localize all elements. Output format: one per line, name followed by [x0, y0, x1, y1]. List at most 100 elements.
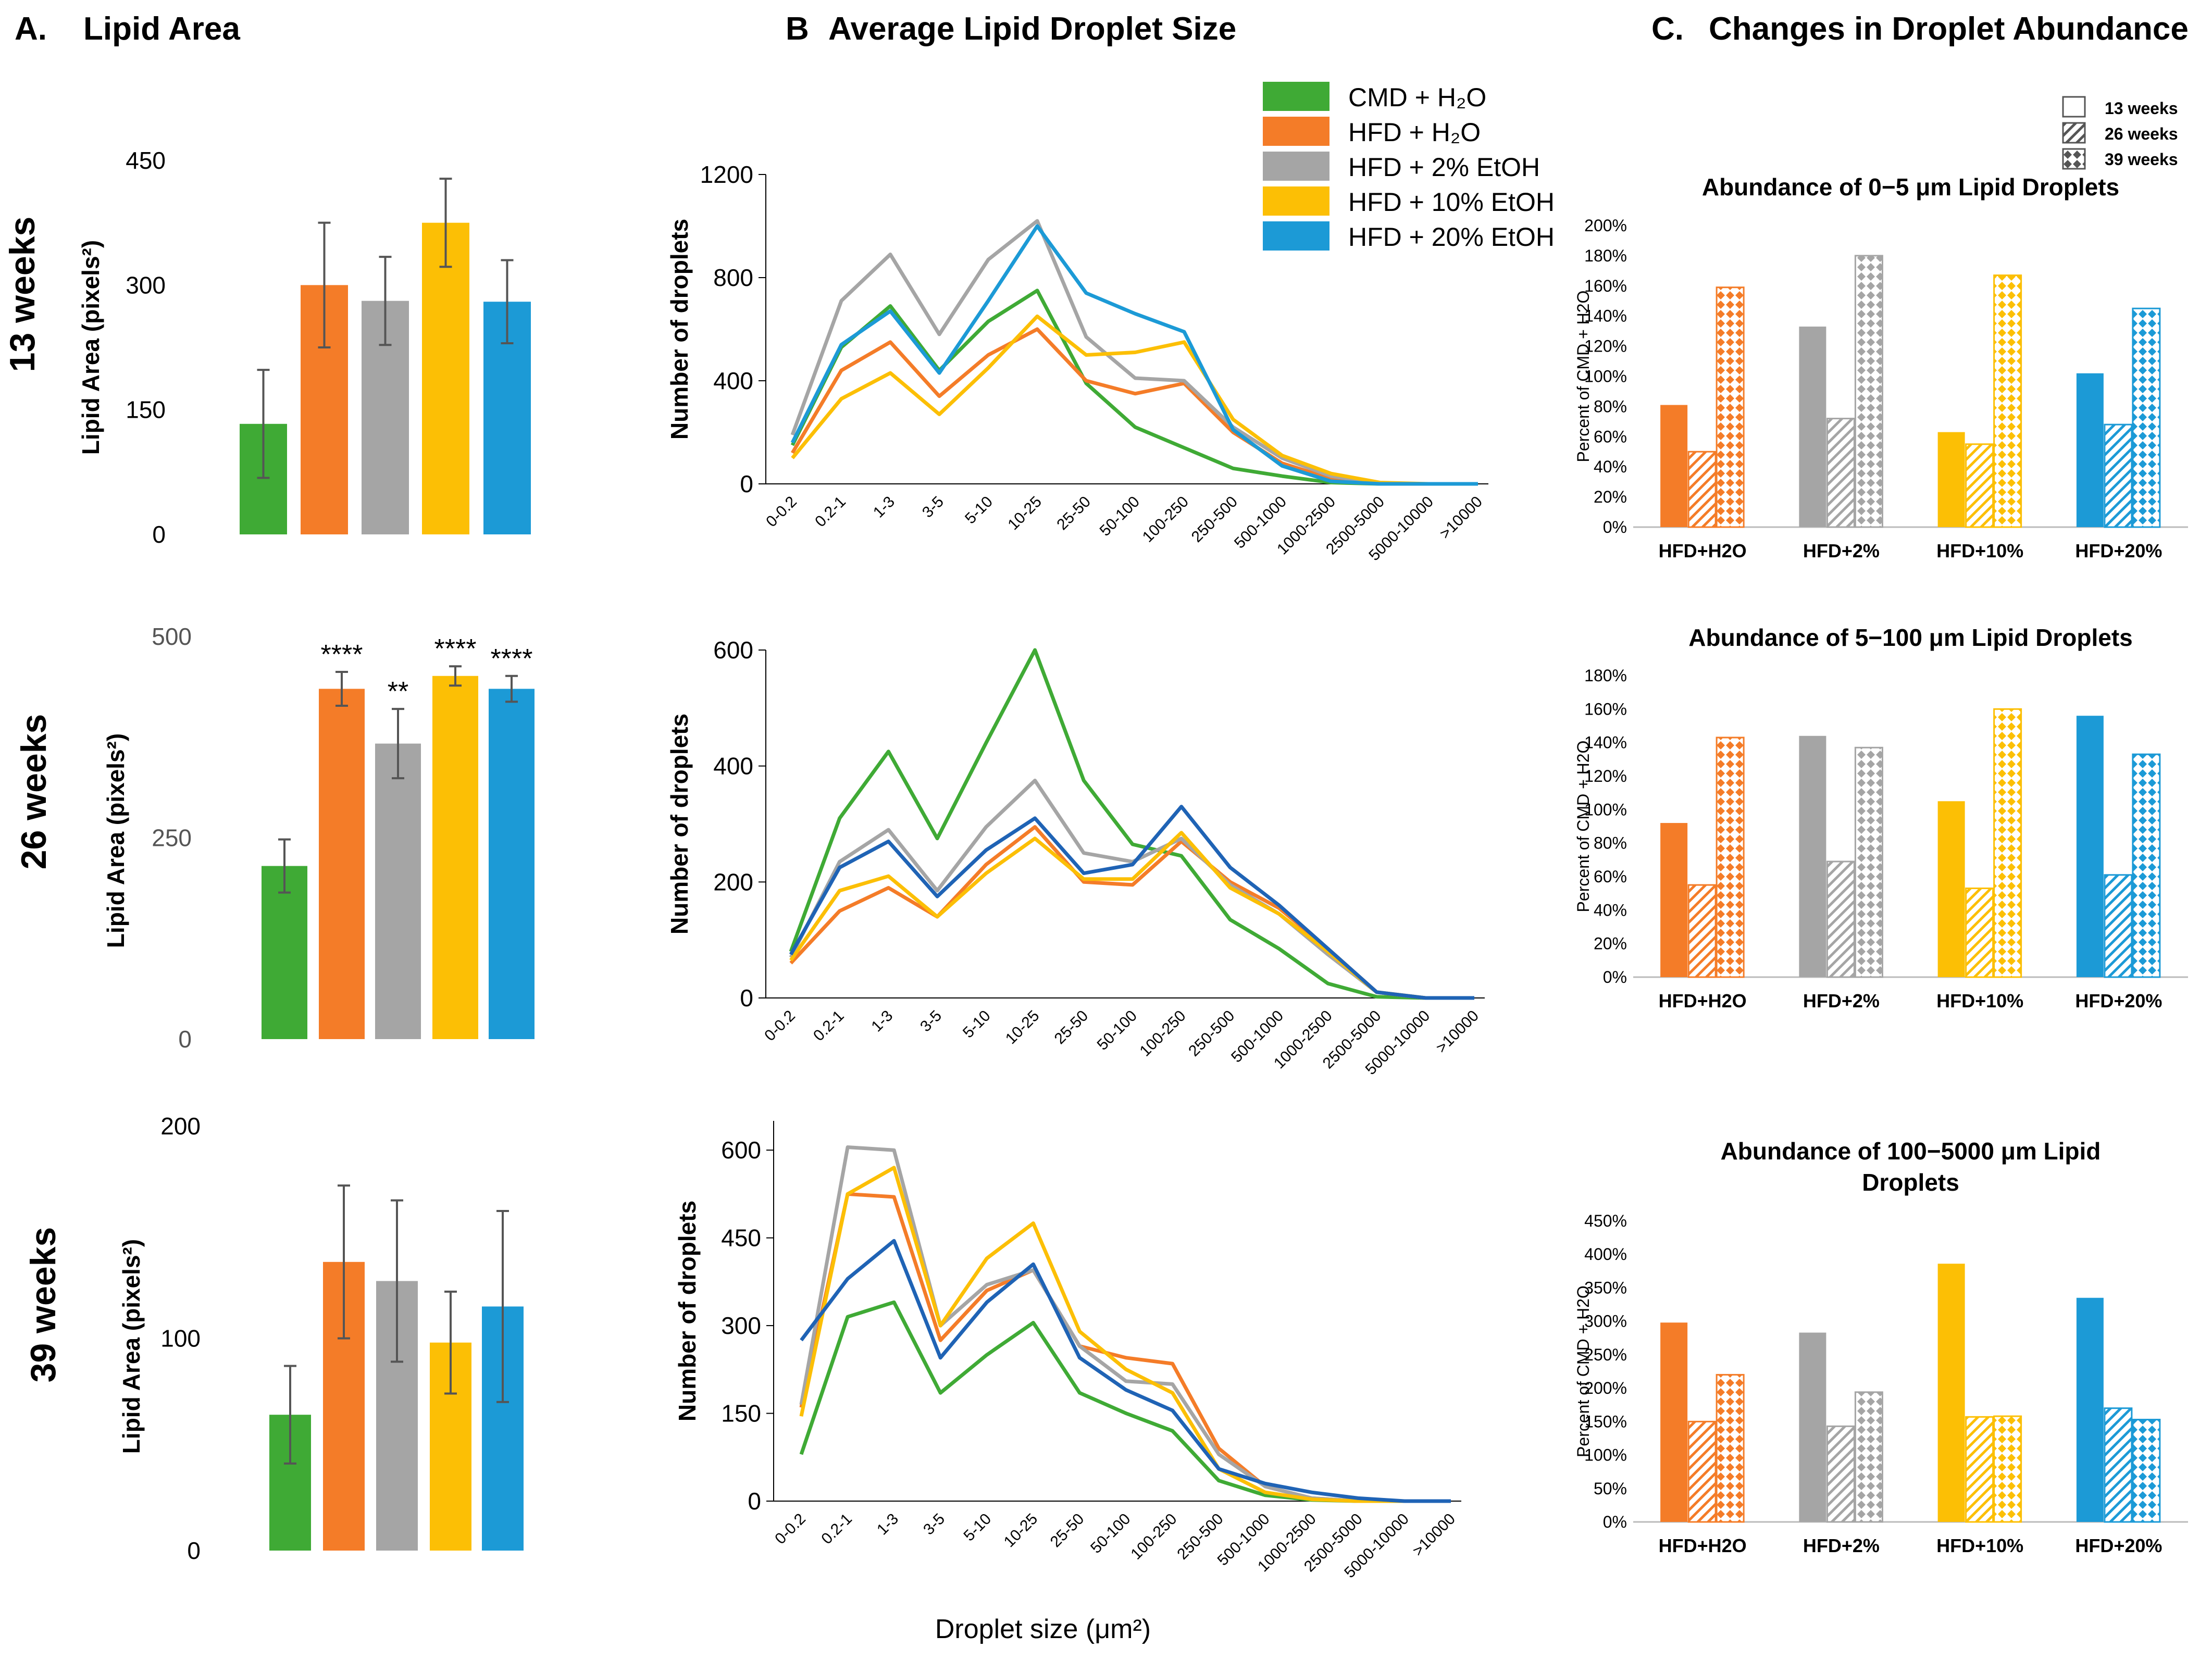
y-tick-label: 0%: [1603, 968, 1627, 986]
pattern-label-13-weeks: 13 weeks: [2105, 99, 2178, 118]
chart-title: Abundance of 0−5 μm Lipid Droplets: [1702, 173, 2119, 201]
y-tick-label: 600: [713, 636, 753, 664]
pattern-label-39-weeks: 39 weeks: [2105, 150, 2178, 169]
series-line-cmd-h2o: [799, 1300, 1451, 1503]
y-tick-label: 200: [713, 868, 753, 895]
bar-hfd-h2o-13-weeks: [1660, 823, 1688, 977]
y-tick-label: 50%: [1594, 1479, 1627, 1498]
x-tick-label: 100-250: [1136, 1007, 1189, 1060]
y-tick-label: 60%: [1594, 867, 1627, 886]
x-tick-label: 0-0.2: [761, 1007, 799, 1045]
y-tick-label: 600: [721, 1137, 761, 1164]
bar-hfd-20-etoh: [489, 689, 535, 1039]
y-tick-label: 60%: [1594, 427, 1627, 446]
x-tick-label: 1-3: [868, 1007, 896, 1035]
legend-label-etoh20: HFD + 20% EtOH: [1348, 222, 1555, 252]
category-label: HFD+20%: [2075, 1535, 2162, 1556]
category-label: HFD+H2O: [1659, 540, 1747, 561]
panel-a-letter: A.: [15, 11, 47, 47]
y-tick-label: 0%: [1603, 518, 1627, 536]
y-tick-label: 450: [126, 147, 166, 174]
y-tick-label: 100%: [1584, 800, 1627, 819]
series-line-hfd-h2o: [789, 825, 1474, 1000]
bar-hfd-2--13-weeks: [1799, 735, 1826, 977]
bar-hfd-2--26-weeks: [1826, 860, 1855, 978]
y-tick-label: 0: [740, 984, 753, 1011]
x-tick-label: 1-3: [874, 1510, 902, 1539]
y-tick-label: 450%: [1584, 1212, 1627, 1230]
legend-swatch-etoh10: [1263, 186, 1329, 216]
bar-hfd-20--39-weeks: [2132, 1418, 2161, 1523]
legend-label-etoh10: HFD + 10% EtOH: [1348, 188, 1555, 217]
bar-hfd-10--39-weeks: [1993, 274, 2022, 528]
y-tick-label: 800: [713, 264, 753, 291]
category-label: HFD+10%: [1936, 1535, 2023, 1556]
y-axis-label: Number of droplets: [666, 714, 693, 934]
series-line-hfd-h2o: [799, 1192, 1451, 1503]
y-tick-label: 120%: [1584, 767, 1627, 785]
x-tick-label: 10-25: [1004, 493, 1045, 534]
bar-hfd-2--26-weeks: [1826, 418, 1855, 528]
row-label-39-weeks: 39 weeks: [23, 1227, 63, 1383]
category-label: HFD+10%: [1936, 990, 2023, 1011]
y-tick-label: 100: [160, 1325, 201, 1352]
category-label: HFD+2%: [1803, 540, 1880, 561]
y-tick-label: 1200: [700, 161, 753, 188]
y-axis-label: Number of droplets: [674, 1201, 701, 1421]
significance-mark: ****: [491, 644, 533, 674]
panel-a-title: Lipid Area: [83, 11, 240, 47]
legend-panel-c: 13 weeks 26 weeks 39 weeks: [2062, 96, 2178, 170]
legend-swatch-etoh2: [1263, 152, 1329, 181]
bar-cmd-h2o: [262, 866, 307, 1039]
bar-hfd-20--13-weeks: [2076, 373, 2104, 527]
y-tick-label: 160%: [1584, 700, 1627, 718]
y-tick-label: 160%: [1584, 277, 1627, 295]
y-tick-label: 200: [160, 1113, 201, 1140]
legend-label-etoh2: HFD + 2% EtOH: [1348, 153, 1540, 182]
y-tick-label: 500: [152, 623, 192, 650]
series-line-hfd-20-etoh: [790, 224, 1478, 486]
y-axis-label: Lipid Area (pixels²): [77, 240, 104, 455]
x-tick-label: 100-250: [1139, 493, 1192, 546]
y-tick-label: 300: [126, 271, 166, 298]
abundance-chart-C2: Abundance of 5−100 μm Lipid Droplets 0% 20…: [1574, 624, 2188, 1011]
legend-swatch-etoh20: [1263, 221, 1329, 251]
significance-mark: ****: [321, 640, 363, 670]
x-tick-label: >10000: [1436, 493, 1486, 543]
bar-hfd-h2o: [319, 689, 365, 1039]
legend-label-hfd: HFD + H₂O: [1348, 118, 1481, 147]
legend-swatch-hfd: [1263, 117, 1329, 146]
x-tick-label: >10000: [1433, 1007, 1482, 1057]
panel-c-title: Changes in Droplet Abundance: [1709, 11, 2189, 47]
bar-hfd-10-etoh: [422, 222, 469, 535]
y-tick-label: 400: [713, 753, 753, 780]
bar-hfd-10--39-weeks: [1993, 1415, 2022, 1523]
y-tick-label: 180%: [1584, 246, 1627, 265]
bar-hfd-10--13-weeks: [1937, 432, 1965, 527]
bar-hfd-20--13-weeks: [2076, 1297, 2104, 1522]
significance-mark: ****: [434, 634, 477, 664]
y-tick-label: 180%: [1584, 666, 1627, 685]
panel-c-letter: C.: [1651, 11, 1684, 47]
x-tick-label: 5-10: [962, 493, 996, 528]
row-label-26-weeks: 26 weeks: [14, 714, 54, 870]
panel-b-letter: B: [786, 11, 809, 47]
x-tick-label: 0.2-1: [810, 1007, 848, 1045]
y-tick-label: 20%: [1594, 488, 1627, 506]
y-tick-label: 200%: [1584, 1379, 1627, 1397]
series-line-hfd-2-etoh: [799, 1145, 1451, 1503]
x-tick-label: 25-50: [1051, 1007, 1092, 1048]
series-line-hfd-10-etoh: [789, 831, 1474, 1000]
y-tick-label: 400%: [1584, 1245, 1627, 1264]
y-tick-label: 150: [126, 396, 166, 423]
y-tick-label: 400: [713, 367, 753, 394]
bar-hfd-10--26-weeks: [1965, 443, 1994, 528]
y-tick-label: 0: [187, 1537, 201, 1564]
x-tick-label: 3-5: [920, 1510, 948, 1539]
bar-hfd-10--26-weeks: [1965, 888, 1994, 978]
y-tick-label: 300%: [1584, 1312, 1627, 1331]
bar-hfd-2--13-weeks: [1799, 1332, 1826, 1522]
y-tick-label: 80%: [1594, 397, 1627, 416]
x-tick-label: 5-10: [960, 1510, 995, 1545]
y-axis-label: Number of droplets: [666, 219, 693, 440]
